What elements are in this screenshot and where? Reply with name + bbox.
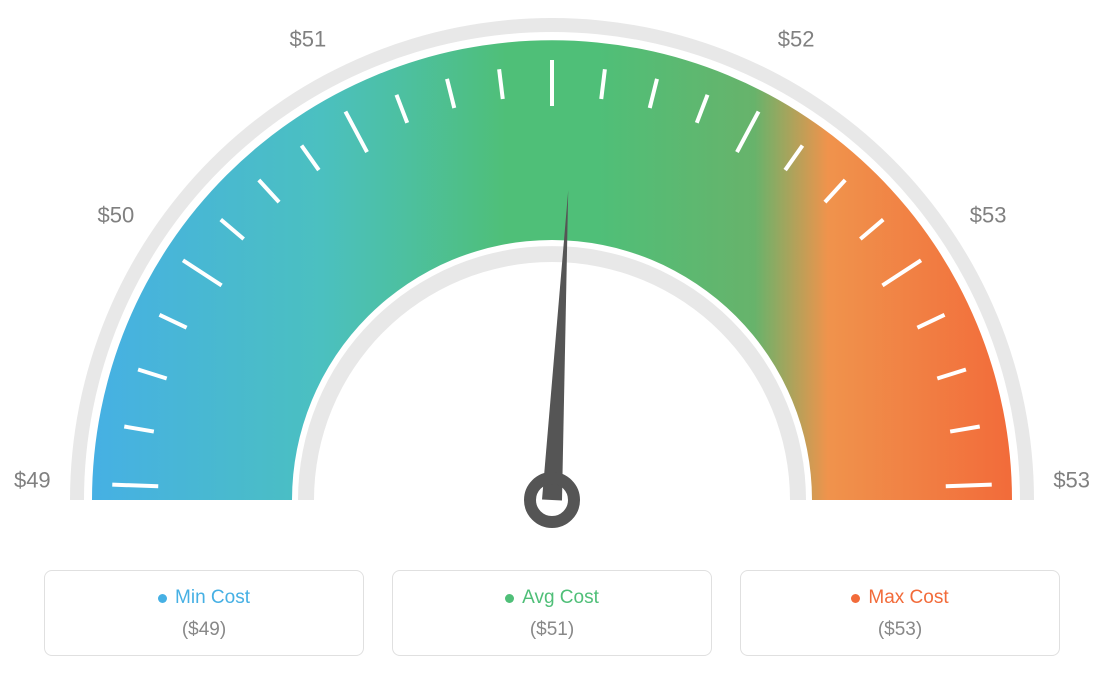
legend-text-max: Max Cost: [868, 587, 948, 609]
svg-text:$50: $50: [98, 203, 135, 228]
legend-value-avg: ($51): [405, 619, 699, 641]
legend-dot-avg: [505, 594, 514, 603]
legend-value-max: ($53): [753, 619, 1047, 641]
legend-text-avg: Avg Cost: [522, 587, 599, 609]
legend-box-min: Min Cost ($49): [44, 570, 364, 656]
legend-box-avg: Avg Cost ($51): [392, 570, 712, 656]
gauge-svg: $49$50$51$51$52$53$53: [0, 0, 1104, 560]
legend-value-min: ($49): [57, 619, 351, 641]
legend-label-max: Max Cost: [753, 587, 1047, 609]
legend-label-avg: Avg Cost: [405, 587, 699, 609]
legend-label-min: Min Cost: [57, 587, 351, 609]
legend-row: Min Cost ($49) Avg Cost ($51) Max Cost (…: [0, 570, 1104, 656]
svg-text:$53: $53: [970, 203, 1007, 228]
legend-dot-min: [158, 594, 167, 603]
gauge-chart: $49$50$51$51$52$53$53: [0, 0, 1104, 560]
legend-box-max: Max Cost ($53): [740, 570, 1060, 656]
svg-text:$51: $51: [290, 27, 327, 52]
legend-dot-max: [851, 594, 860, 603]
legend-text-min: Min Cost: [175, 587, 250, 609]
svg-text:$53: $53: [1053, 468, 1090, 493]
svg-text:$52: $52: [778, 27, 815, 52]
svg-text:$49: $49: [14, 468, 51, 493]
